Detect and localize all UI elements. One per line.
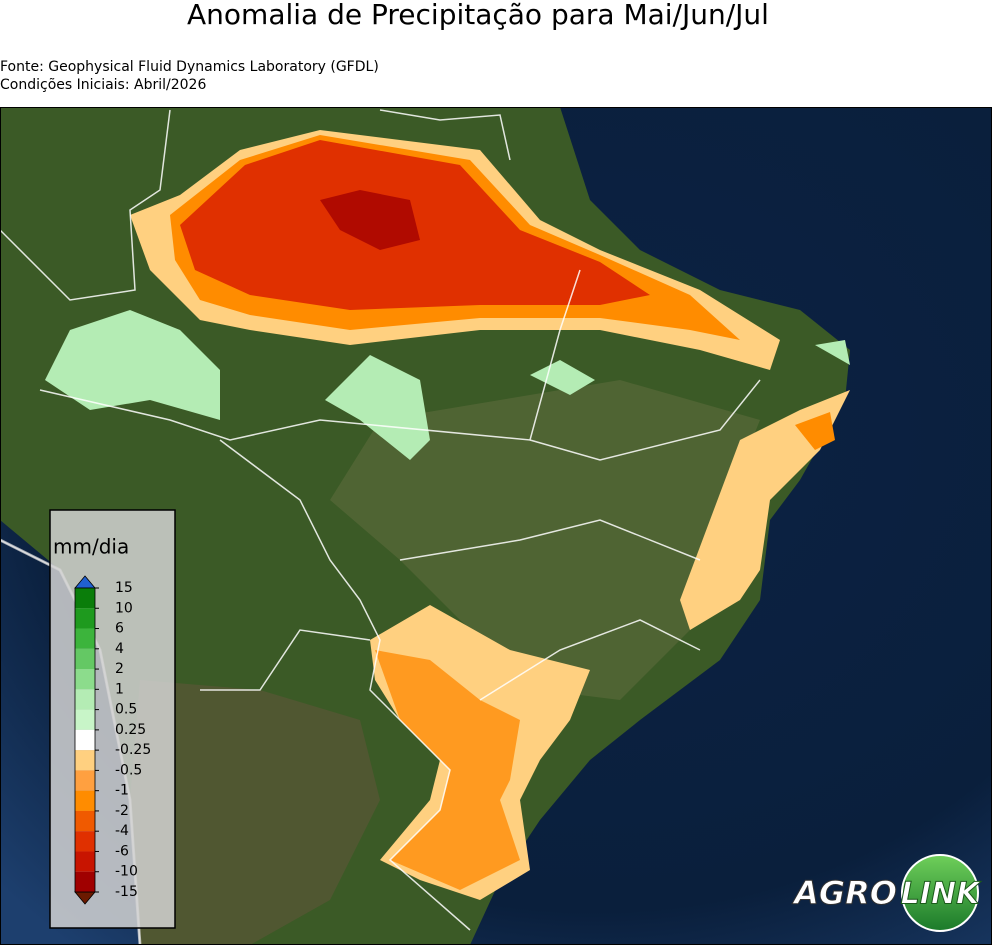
colorbar-segment (75, 608, 95, 629)
colorbar-label: 15 (115, 580, 133, 596)
logo-left: AGRO (791, 874, 897, 912)
colorbar-segment (75, 729, 95, 751)
colorbar-segment (75, 709, 95, 730)
colorbar-label: 0.5 (115, 702, 137, 718)
anomaly-area (530, 360, 595, 395)
colorbar-segment (75, 588, 95, 609)
colorbar-label: -6 (115, 843, 129, 859)
colorbar-label: 10 (115, 600, 133, 616)
colorbar-frame (74, 587, 96, 893)
anomaly-area (320, 190, 420, 250)
legend-unit: mm/dia (53, 535, 129, 559)
colorbar-label: -1 (115, 783, 129, 799)
colorbar-segment (75, 770, 95, 791)
colorbar-segment (75, 851, 95, 872)
anomaly-area (815, 340, 850, 365)
title: Anomalia de Precipitação para Mai/Jun/Ju… (187, 0, 769, 31)
legend-box (49, 509, 176, 929)
land-south (130, 680, 380, 945)
logo-right: LINK (901, 877, 982, 912)
source: Fonte: Geophysical Fluid Dynamics Labora… (0, 59, 379, 75)
logo: AGRO LINK (791, 854, 983, 932)
anomaly-area (325, 355, 430, 460)
colorbar-segment (75, 871, 95, 892)
anomaly-area (795, 412, 835, 450)
colorbar-segment (75, 648, 95, 670)
colorbar-label: 1 (115, 681, 124, 697)
colorbar-segment (75, 831, 95, 852)
logo-circle (901, 854, 979, 932)
colorbar-label: -0.5 (115, 762, 142, 778)
colorbar-segment (75, 790, 95, 811)
colorbar-segment (75, 669, 95, 690)
map (0, 107, 992, 946)
colorbar-label: 6 (115, 621, 124, 637)
legend: mm/dia 15 10 6 4 2 1 0.5 0.25 -0.25 -0.5 -1 -2 -4 -6 -… (49, 509, 176, 929)
colorbar-label: 0.25 (115, 722, 146, 738)
anomaly-area (375, 650, 520, 890)
anomaly-area (680, 390, 850, 630)
colorbar-label: 4 (115, 641, 124, 657)
colorbar-segment (75, 810, 95, 832)
colorbar-label: -10 (115, 864, 138, 880)
anomaly-area (45, 310, 220, 420)
colorbar-segment (75, 689, 95, 710)
colorbar-label: -4 (115, 823, 129, 839)
colorbar-label: -15 (115, 884, 138, 900)
colorbar-label: -2 (115, 803, 129, 819)
land-dry (330, 380, 760, 700)
colorbar-segment (75, 750, 95, 771)
colorbar-label: -0.25 (115, 742, 151, 758)
initial-conditions: Condições Iniciais: Abril/2026 (0, 77, 206, 93)
colorbar-label: 2 (115, 661, 124, 677)
colorbar-segment (75, 628, 95, 649)
